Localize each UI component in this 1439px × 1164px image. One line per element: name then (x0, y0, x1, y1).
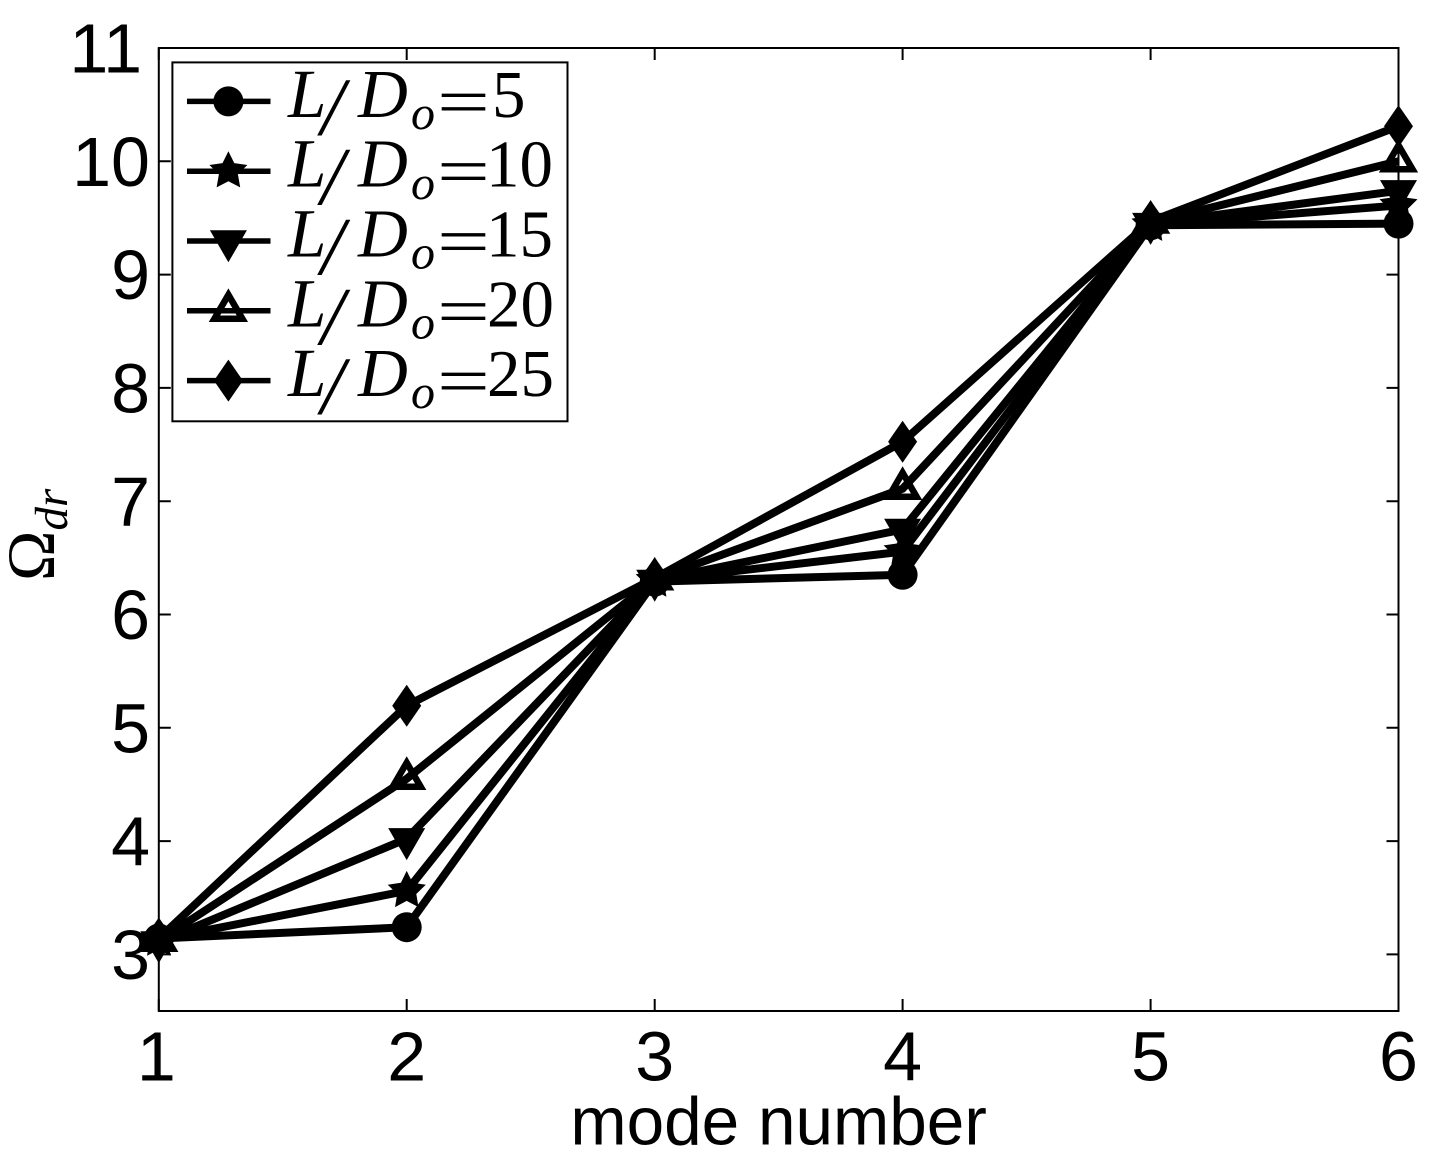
svg-text:o: o (411, 87, 435, 140)
svg-text:D: D (357, 56, 408, 132)
svg-text:D: D (357, 196, 408, 272)
svg-text:=: = (437, 134, 490, 209)
svg-text:o: o (411, 296, 435, 349)
svg-text:D: D (357, 265, 408, 341)
svg-text:2: 2 (387, 1018, 426, 1096)
svg-text:5: 5 (111, 689, 150, 767)
svg-text:L: L (287, 335, 326, 411)
svg-text:6: 6 (1379, 1018, 1418, 1096)
svg-text:10: 10 (486, 128, 553, 202)
svg-text:4: 4 (883, 1018, 922, 1096)
svg-text:3: 3 (111, 916, 150, 994)
svg-text:20: 20 (487, 267, 554, 341)
svg-text:15: 15 (486, 198, 553, 272)
svg-text:5: 5 (492, 58, 526, 132)
svg-text:3: 3 (635, 1018, 674, 1096)
svg-text:25: 25 (487, 337, 554, 411)
svg-text:L: L (287, 196, 326, 272)
svg-text:=: = (437, 344, 490, 419)
svg-text:mode number: mode number (570, 1085, 986, 1160)
svg-text:10: 10 (72, 123, 150, 201)
svg-text:7: 7 (111, 463, 150, 541)
svg-text:11: 11 (69, 10, 142, 88)
svg-text:=: = (437, 64, 490, 139)
svg-text:o: o (411, 157, 435, 210)
svg-text:4: 4 (111, 803, 150, 881)
svg-text:=: = (437, 274, 490, 349)
svg-text:L: L (287, 56, 326, 132)
svg-text:o: o (411, 227, 435, 280)
svg-text:8: 8 (111, 349, 150, 427)
svg-text:6: 6 (111, 576, 150, 654)
svg-text:L: L (287, 126, 326, 202)
svg-text:5: 5 (1131, 1018, 1170, 1096)
svg-text:L: L (287, 265, 326, 341)
svg-text:9: 9 (111, 236, 150, 314)
svg-text:D: D (357, 126, 408, 202)
svg-text:1: 1 (137, 1018, 176, 1096)
svg-text:o: o (411, 366, 435, 419)
svg-text:D: D (357, 335, 408, 411)
svg-text:=: = (437, 204, 490, 279)
